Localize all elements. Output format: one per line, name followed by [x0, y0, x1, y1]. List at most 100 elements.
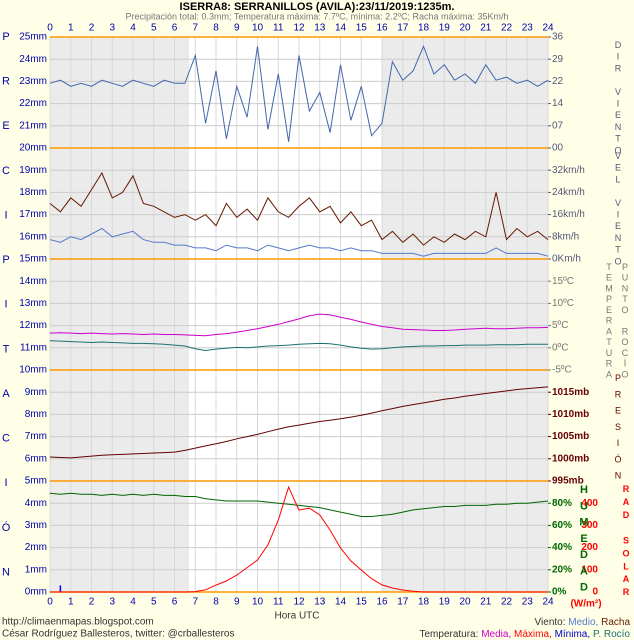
- y-tick-label: 1000mb: [552, 453, 589, 464]
- x-tick-label: 6: [172, 597, 178, 608]
- series-line: [49, 492, 549, 517]
- x-tick-label: 22: [501, 597, 513, 608]
- y-tick-label: 15ºC: [552, 276, 574, 287]
- series-line: [49, 340, 548, 352]
- y-tick-label: 0ºC: [552, 342, 568, 353]
- y-tick-label: 80%: [552, 498, 572, 509]
- chart-title: ISERRA8: SERRANILLOS (AVILA):23/11/2019:…: [180, 1, 455, 13]
- y-tick-label: 10ºC: [552, 298, 574, 309]
- y-tick-label: 12mm: [19, 320, 47, 331]
- x-tick-label: 3: [109, 597, 115, 608]
- legend-entry: Máxima: [514, 629, 549, 640]
- legend: Temperatura: Media, Máxima, Mínima, P. R…: [419, 629, 630, 640]
- y-tick-label: 0%: [552, 587, 567, 598]
- y-tick-label: 8mm: [25, 409, 47, 420]
- y-tick-label: 1010mb: [552, 409, 589, 420]
- x-tick-label: 4: [130, 597, 136, 608]
- y-tick-label: 995mb: [552, 476, 584, 487]
- chart-subtitle: Precipitación total: 0.3mm; Temperatura …: [125, 11, 508, 21]
- legend-separator: ,: [596, 617, 599, 628]
- y-tick-label: 23mm: [19, 76, 47, 87]
- x-tick-label: 1: [68, 597, 74, 608]
- x-tick-label: 20: [459, 597, 471, 608]
- y-tick-label: 1005mb: [552, 431, 589, 442]
- y-tick-label: 5mm: [25, 476, 47, 487]
- legend-label: Temperatura:: [419, 629, 478, 640]
- series-line: [49, 44, 549, 142]
- y2-tick-label: 300: [581, 520, 598, 531]
- series-line: [49, 227, 549, 257]
- y-tick-label: 21mm: [19, 120, 47, 131]
- x-tick-label: 0: [47, 597, 53, 608]
- y-tick-label: 2mm: [25, 542, 47, 553]
- x-tick-label: 17: [397, 597, 409, 608]
- y-tick-label: 7mm: [25, 431, 47, 442]
- x-tick-label: 19: [439, 23, 451, 34]
- y-tick-label: 5ºC: [552, 320, 568, 331]
- y-tick-label: 0mm: [25, 587, 47, 598]
- legend-entry: Media: [481, 629, 509, 640]
- series-line: [49, 171, 549, 246]
- y-tick-label: 10mm: [19, 365, 47, 376]
- x-tick-label: 17: [397, 23, 409, 34]
- x-tick-label: 18: [418, 23, 430, 34]
- y-tick-label: 60%: [552, 520, 572, 531]
- x-tick-label: 23: [522, 597, 534, 608]
- y-tick-label: 16km/h: [552, 209, 585, 220]
- x-tick-label: 24: [542, 23, 554, 34]
- x-tick-label: 4: [130, 23, 136, 34]
- y-tick-label: 1mm: [25, 564, 47, 575]
- axis-title: DIR VIENTO: [613, 40, 623, 157]
- x-tick-label: 12: [293, 23, 305, 34]
- x-tick-label: 8: [213, 597, 219, 608]
- y2-tick-label: 400: [581, 498, 598, 509]
- y-tick-label: 22mm: [19, 98, 47, 109]
- x-tick-label: 13: [314, 597, 326, 608]
- y-tick-label: 1015mb: [552, 387, 589, 398]
- x-tick-label: 23: [522, 23, 534, 34]
- x-tick-label: 18: [418, 597, 430, 608]
- legend-entry: Mínima: [555, 629, 588, 640]
- x-tick-label: 14: [335, 597, 347, 608]
- y-tick-label: 13mm: [19, 298, 47, 309]
- x-tick-label: 22: [501, 23, 513, 34]
- x-tick-label: 19: [439, 597, 451, 608]
- x-tick-label: 11: [273, 597, 284, 608]
- legend-separator: ,: [549, 629, 552, 640]
- y-tick-label: -5ºC: [552, 365, 572, 376]
- y-tick-label: 24km/h: [552, 187, 585, 198]
- y-tick-label: 6mm: [25, 453, 47, 464]
- legend-label: Viento:: [535, 617, 566, 628]
- x-tick-label: 0: [47, 23, 53, 34]
- x-tick-label: 16: [376, 597, 388, 608]
- x-tick-label: 2: [89, 597, 95, 608]
- y-tick-label: 36: [552, 32, 564, 43]
- source-url: http://climaenmapas.blogspot.com: [2, 617, 154, 628]
- y-tick-label: 18mm: [19, 187, 47, 198]
- night-shading: [50, 37, 190, 592]
- x-tick-label: 2: [89, 23, 95, 34]
- legend-separator: ,: [587, 629, 590, 640]
- y-tick-label: 14mm: [19, 276, 47, 287]
- x-tick-label: 8: [213, 23, 219, 34]
- axis-title: PUNTO ROCÍO: [620, 262, 630, 380]
- y-tick-label: 8km/h: [552, 231, 579, 242]
- series-line: [50, 485, 548, 593]
- series-line: [49, 386, 549, 459]
- y2-unit: (W/m²): [570, 599, 601, 610]
- axis-title: PRECIPITACIÓN: [0, 31, 12, 611]
- x-tick-label: 21: [480, 597, 492, 608]
- x-tick-label: 13: [314, 23, 326, 34]
- legend-entry: P. Rocío: [593, 629, 630, 640]
- y-tick-label: 22: [552, 76, 564, 87]
- y-tick-label: 15mm: [19, 254, 47, 265]
- x-tick-label: 16: [376, 23, 388, 34]
- precipitation-bar: [59, 585, 62, 592]
- legend-entry: Medio: [568, 617, 596, 628]
- x-tick-label: 12: [293, 597, 305, 608]
- y-tick-label: 19mm: [19, 165, 47, 176]
- x-tick-label: 15: [356, 23, 368, 34]
- y-tick-label: 29: [552, 54, 564, 65]
